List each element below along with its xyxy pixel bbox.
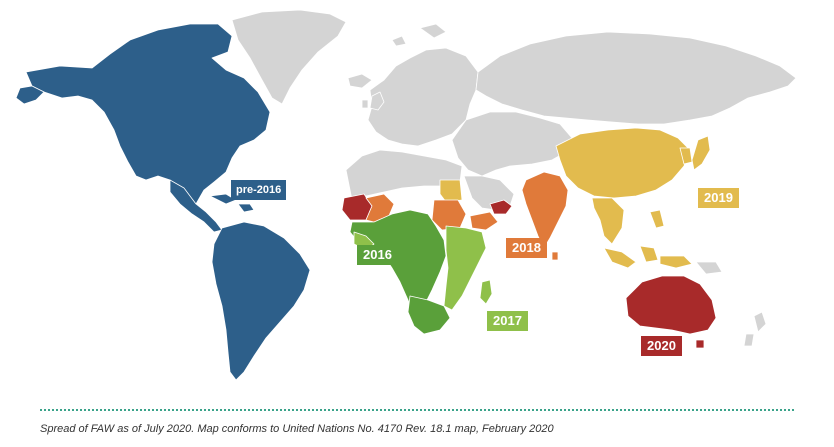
region-china bbox=[555, 127, 691, 199]
region-europe bbox=[367, 47, 479, 147]
region-australia bbox=[625, 275, 717, 335]
region-russia bbox=[475, 31, 797, 125]
region-india bbox=[521, 171, 569, 249]
region-japan bbox=[691, 135, 711, 171]
region-south-america bbox=[211, 221, 311, 381]
legend-label-2016: 2016 bbox=[357, 245, 398, 265]
legend-label-2018: 2018 bbox=[506, 238, 547, 258]
region-tasmania bbox=[695, 339, 705, 349]
legend-label-pre2016: pre-2016 bbox=[231, 180, 287, 200]
region-caribbean bbox=[209, 193, 255, 213]
dotted-divider bbox=[40, 409, 794, 411]
region-se-asia bbox=[591, 197, 625, 245]
world-map: pre-2016 2016 2017 2018 2019 2020 bbox=[15, 9, 797, 381]
region-alaska bbox=[15, 85, 45, 105]
region-north-america bbox=[25, 23, 271, 205]
legend-label-2020: 2020 bbox=[641, 336, 682, 356]
region-greenland bbox=[231, 9, 347, 105]
region-sudan bbox=[431, 199, 467, 231]
region-horn bbox=[469, 211, 499, 231]
region-southern-africa bbox=[407, 295, 451, 335]
region-east-africa-2017 bbox=[443, 225, 487, 311]
map-caption: Spread of FAW as of July 2020. Map confo… bbox=[40, 423, 554, 435]
region-egypt bbox=[439, 179, 463, 203]
legend-label-2017: 2017 bbox=[487, 311, 528, 331]
region-arctic-islands bbox=[391, 23, 447, 47]
region-iceland bbox=[347, 73, 373, 89]
region-madagascar bbox=[479, 279, 493, 305]
legend-label-2019: 2019 bbox=[698, 188, 739, 208]
region-central-america bbox=[169, 179, 223, 233]
region-png bbox=[695, 261, 723, 275]
region-new-zealand bbox=[743, 311, 767, 347]
region-sri-lanka bbox=[551, 251, 559, 261]
region-indonesia bbox=[603, 209, 693, 269]
region-yemen bbox=[489, 199, 513, 215]
world-map-svg bbox=[15, 9, 797, 381]
region-central-asia bbox=[451, 111, 573, 177]
region-uk bbox=[361, 91, 385, 111]
